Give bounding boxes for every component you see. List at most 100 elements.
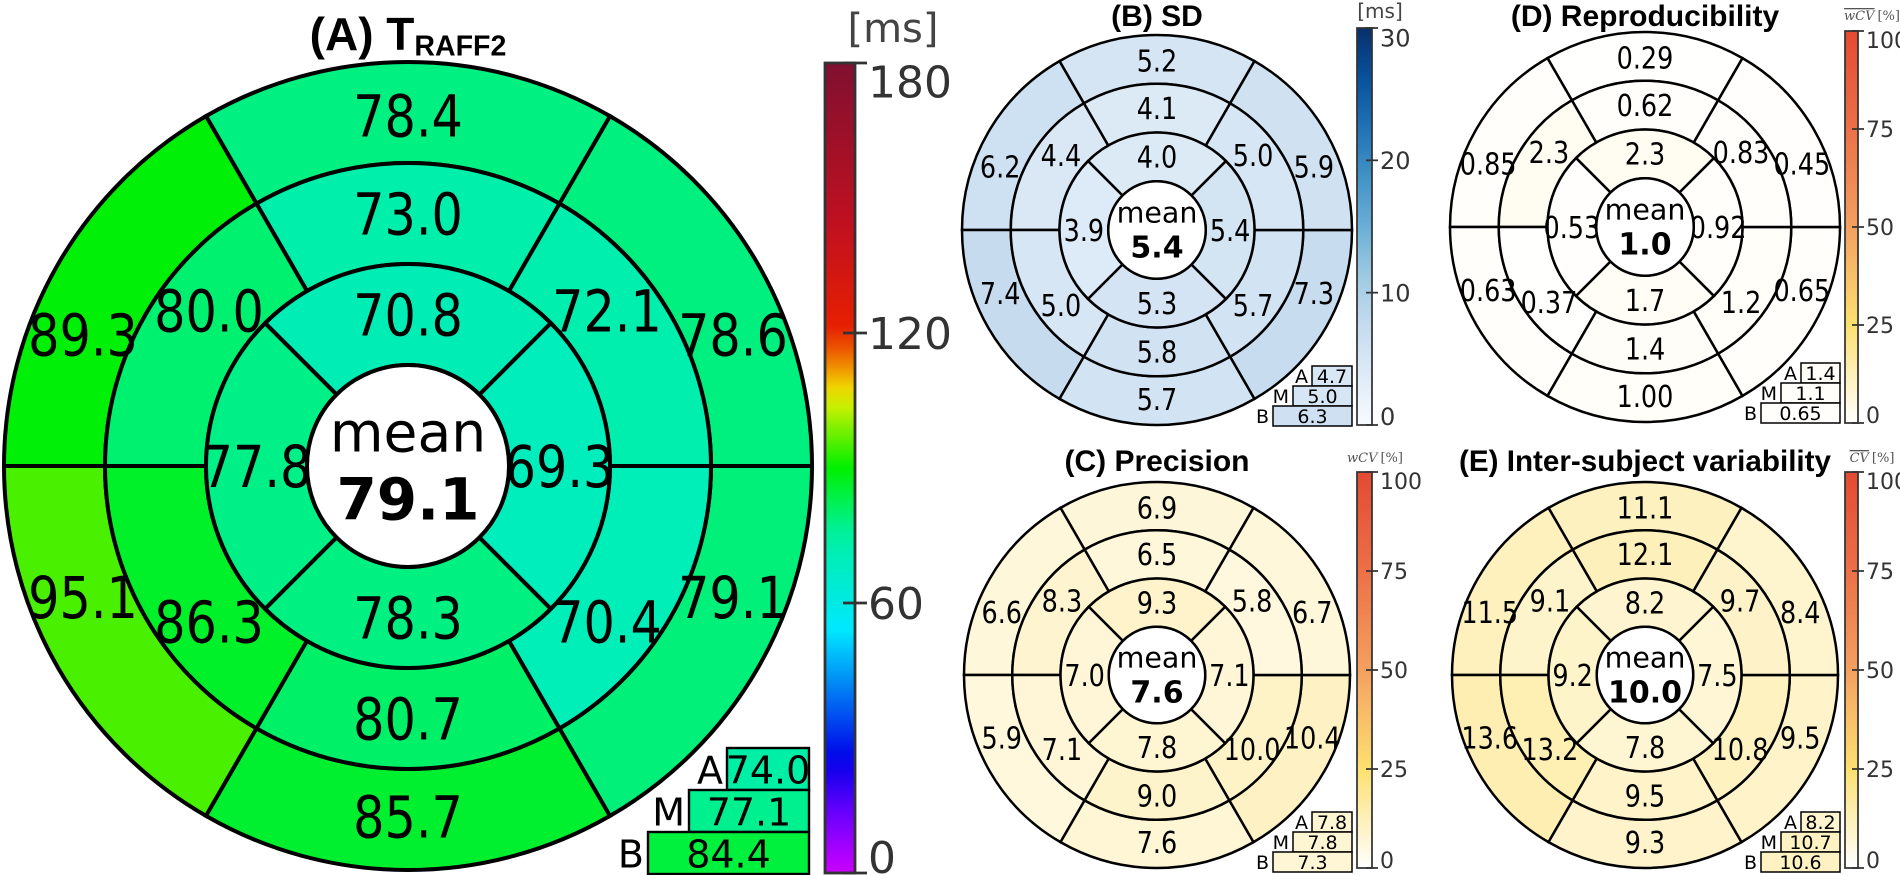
colorbar-tick-label: 20 (1380, 147, 1411, 175)
colorbar-unit: [%] (1872, 451, 1895, 466)
segment-value-apical-2: 1.7 (1625, 283, 1666, 319)
segment-value-basal-2: 95.1 (28, 564, 138, 632)
territory-label: M (652, 791, 685, 835)
mean-label: mean (1605, 642, 1686, 675)
segment-value-basal-1: 0.85 (1460, 146, 1517, 182)
mean-value: 5.4 (1130, 231, 1183, 266)
colorbar-tick-label: 0 (1866, 404, 1880, 429)
segment-value-basal-1: 11.5 (1461, 595, 1518, 631)
panel-e: (E) Inter-subject variability 11.1 11.5 13.… (1450, 445, 1900, 874)
segment-value-mid-2: 0.37 (1521, 285, 1578, 321)
segment-value-apical-1: 0.53 (1543, 210, 1600, 246)
segment-value-apical-0: 4.0 (1137, 140, 1178, 176)
territory-value: 6.3 (1297, 406, 1327, 428)
segment-value-mid-5: 9.7 (1720, 584, 1761, 620)
territory-label: M (1761, 383, 1777, 405)
territory-label: B (1744, 403, 1757, 425)
mean-label: mean (1605, 194, 1686, 227)
segment-value-apical-0: 2.3 (1625, 137, 1666, 173)
territory-value: 7.8 (1317, 812, 1347, 834)
segment-value-basal-0: 6.9 (1137, 490, 1178, 526)
segment-value-basal-5: 78.6 (678, 302, 788, 370)
segment-value-mid-3: 5.8 (1137, 335, 1178, 371)
colorbar-tick-label: 75 (1380, 560, 1408, 585)
panel-a: (A) TRAFF2 78.4 89.3 95.1 85.7 79.1 78.6 73.0 80… (1, 6, 952, 875)
territory-value: 7.3 (1297, 852, 1327, 874)
territory-label: B (1256, 852, 1269, 874)
segment-value-basal-0: 0.29 (1617, 41, 1674, 77)
segment-value-basal-3: 7.6 (1137, 825, 1178, 861)
colorbar-unit: [ms] (1357, 0, 1403, 23)
segment-value-basal-2: 0.63 (1460, 273, 1517, 309)
segment-value-apical-0: 8.2 (1625, 585, 1666, 621)
mean-label: mean (1117, 197, 1198, 230)
colorbar-tick-label: 100 (1380, 470, 1422, 495)
colorbar (1356, 27, 1373, 426)
colorbar-tick-label: 10 (1380, 279, 1411, 307)
colorbar-tick-label: 0 (1380, 849, 1394, 874)
territory-value: 8.2 (1805, 812, 1835, 834)
territory-label: B (618, 833, 644, 875)
segment-value-mid-1: 80.0 (154, 278, 264, 346)
colorbar-tick-label: 50 (1866, 216, 1894, 241)
territory-label: A (1295, 812, 1308, 834)
mean-label: mean (330, 401, 486, 465)
panel-title-text: (E) Inter-subject variability (1459, 445, 1831, 478)
segment-value-basal-2: 7.4 (980, 276, 1021, 312)
segment-value-basal-3: 85.7 (353, 783, 463, 851)
territory-value: 77.1 (707, 791, 792, 835)
territory-box-b (1272, 405, 1353, 427)
segment-value-basal-5: 6.7 (1292, 595, 1333, 631)
segment-value-apical-3: 7.1 (1209, 658, 1250, 694)
colorbar-tick-label: 0 (868, 833, 896, 875)
territory-value: 7.8 (1307, 832, 1337, 854)
territory-value: 84.4 (686, 833, 771, 875)
segment-value-basal-5: 0.45 (1773, 146, 1830, 182)
colorbar-unit-label: [ms] (1357, 0, 1403, 23)
colorbar-tick-label: 120 (868, 309, 952, 360)
segment-value-basal-4: 9.5 (1780, 721, 1821, 757)
mean-value: 1.0 (1618, 228, 1671, 263)
panel-title: (E) Inter-subject variability (1459, 445, 1831, 478)
segment-value-apical-1: 3.9 (1064, 213, 1105, 249)
territory-box-b (1760, 402, 1841, 424)
segment-value-mid-4: 70.4 (552, 588, 662, 656)
territory-box-b (1760, 851, 1841, 873)
panel-title: (A) TRAFF2 (310, 8, 507, 63)
colorbar-tick-label: 100 (1866, 29, 1900, 54)
segment-value-mid-2: 86.3 (154, 588, 264, 656)
segment-value-mid-3: 9.0 (1137, 778, 1178, 814)
territory-label: M (1273, 832, 1289, 854)
segment-value-apical-1: 77.8 (202, 433, 312, 501)
segment-value-mid-1: 4.4 (1041, 138, 1082, 174)
colorbar-unit-symbol: wCV (1844, 9, 1876, 24)
panel-title: (C) Precision (1064, 445, 1249, 478)
segment-value-basal-0: 5.2 (1137, 44, 1178, 80)
segment-value-mid-3: 1.4 (1625, 332, 1666, 368)
segment-value-mid-5: 72.1 (552, 278, 662, 346)
segment-value-apical-3: 69.3 (505, 433, 615, 501)
segment-value-mid-1: 2.3 (1529, 135, 1570, 171)
mean-circle (1107, 625, 1207, 725)
territory-label: M (1761, 832, 1777, 854)
segment-value-mid-0: 12.1 (1617, 537, 1674, 573)
colorbar-tick-label: 75 (1866, 560, 1894, 585)
colorbar-unit-label: [ms] (847, 6, 938, 52)
segment-value-mid-0: 73.0 (353, 181, 463, 249)
panel-title-subscript: RAFF2 (414, 31, 506, 63)
territory-value: 0.65 (1779, 403, 1821, 425)
panel-title-text: (B) SD (1111, 0, 1203, 33)
segment-value-mid-5: 5.0 (1233, 138, 1274, 174)
panel-title: (B) SD (1111, 0, 1203, 33)
segment-value-basal-4: 79.1 (678, 564, 788, 632)
segment-value-basal-4: 0.65 (1773, 273, 1830, 309)
colorbar (823, 61, 857, 875)
segment-value-basal-3: 9.3 (1625, 825, 1666, 861)
segment-value-basal-2: 5.9 (981, 721, 1022, 757)
segment-value-mid-3: 9.5 (1625, 778, 1666, 814)
colorbar-tick-label: 60 (868, 579, 924, 630)
segment-value-apical-1: 9.2 (1552, 658, 1593, 694)
segment-value-mid-2: 7.1 (1042, 732, 1083, 768)
colorbar-unit-label: wCV [%] (1844, 9, 1900, 24)
